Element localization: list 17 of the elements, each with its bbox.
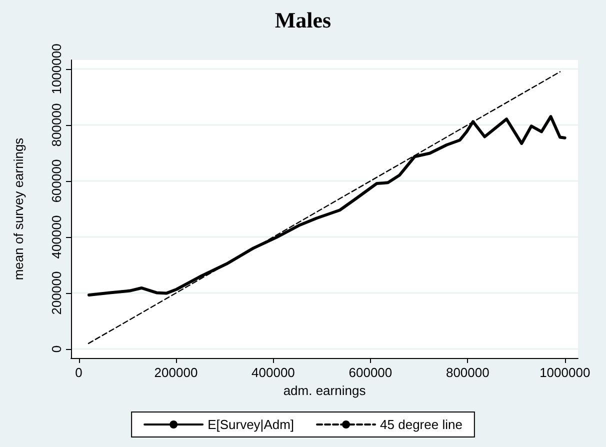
chart-title: Males	[274, 8, 332, 32]
x-tick-label: 1000000	[540, 365, 590, 380]
y-axis-title: mean of survey earnings	[11, 137, 26, 280]
x-tick-label: 200000	[154, 365, 198, 380]
x-tick-label: 0	[75, 365, 82, 380]
y-tick-label: 600000	[49, 159, 64, 203]
legend-label: E[Survey|Adm]	[208, 417, 294, 432]
y-tick-label: 400000	[49, 215, 64, 259]
x-axis-title: adm. earnings	[283, 382, 366, 398]
y-tick-label: 1000000	[49, 44, 64, 94]
x-tick-label: 800000	[446, 365, 490, 380]
x-tick-label: 400000	[252, 365, 295, 380]
y-tick-label: 0	[49, 345, 64, 353]
y-tick-label: 800000	[49, 103, 64, 147]
legend-label: 45 degree line	[380, 417, 462, 432]
y-tick-label: 200000	[49, 271, 64, 315]
x-tick-label: 600000	[348, 365, 392, 380]
